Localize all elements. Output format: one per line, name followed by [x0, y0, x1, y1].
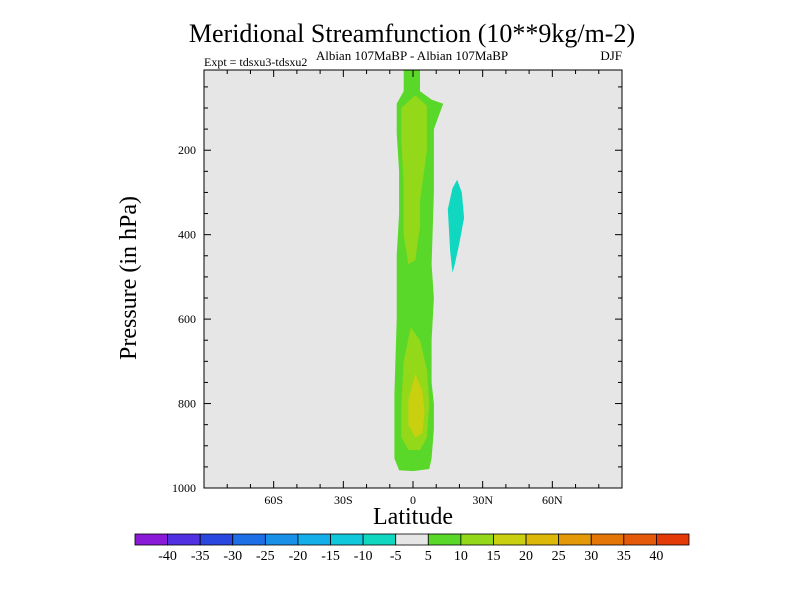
colorbar-label: -40	[158, 549, 177, 564]
colorbar-label: 35	[617, 549, 631, 564]
contour-region-negative-minus10-minus5	[447, 179, 465, 273]
y-axis-label: Pressure (in hPa)	[116, 196, 142, 360]
colorbar-label: -30	[223, 549, 242, 564]
chart-subtitle-right: DJF	[600, 48, 622, 63]
y-tick-label: 200	[178, 143, 196, 157]
colorbar-label: -20	[289, 549, 308, 564]
x-axis-label: Latitude	[373, 504, 453, 530]
chart-title: Meridional Streamfunction (10**9kg/m-2)	[189, 19, 635, 48]
colorbar-swatch	[330, 533, 364, 546]
colorbar-label: 5	[425, 549, 432, 564]
colorbar-label: 40	[649, 549, 663, 564]
colorbar-label: 20	[519, 549, 533, 564]
colorbar-swatch	[493, 533, 527, 546]
x-tick-label: 60S	[264, 493, 283, 507]
x-tick-label: 30S	[334, 493, 353, 507]
plot-area: 60S 30S 0 30N 60N 200 400 600 800 1000	[172, 69, 623, 507]
colorbar-label: -15	[321, 549, 340, 564]
chart-subtitle-left: Albian 107MaBP - Albian 107MaBP	[316, 48, 508, 63]
colorbar-swatch	[297, 533, 331, 546]
colorbar-label: -35	[191, 549, 210, 564]
x-tick-label: 60N	[542, 493, 563, 507]
contour-region-positive-15-20	[408, 374, 425, 438]
y-tick-label: 800	[178, 397, 196, 411]
colorbar-swatch	[134, 533, 168, 546]
colorbar-swatch	[623, 533, 657, 546]
colorbar-label: -5	[390, 549, 402, 564]
colorbar-swatch	[362, 533, 397, 546]
colorbar-swatch	[395, 533, 429, 546]
y-tick-label: 600	[178, 312, 196, 326]
colorbar-swatch	[167, 533, 201, 546]
colorbar-label: 15	[486, 549, 500, 564]
colorbar-label: 25	[552, 549, 566, 564]
colorbar-label: -10	[354, 549, 373, 564]
colorbar-swatch	[656, 533, 690, 546]
colorbar-swatch	[264, 533, 299, 546]
colorbar-label: 30	[584, 549, 598, 564]
colorbar-swatch	[199, 533, 234, 546]
x-tick-label: 30N	[472, 493, 493, 507]
contour-region-positive-10-15-upper	[401, 95, 427, 265]
colorbar-swatch	[525, 533, 560, 546]
y-tick-label: 400	[178, 228, 196, 242]
colorbar-swatch	[232, 533, 266, 546]
colorbar-swatch	[460, 533, 494, 546]
colorbar-swatch	[558, 533, 592, 546]
colorbar-label: 10	[454, 549, 468, 564]
colorbar: -40 -35 -30 -25 -20 -15 -10 -5 5 10 15 20 25 30 35 40	[134, 533, 690, 564]
contour-fills	[394, 70, 465, 472]
y-axis-ticks: 200 400 600 800 1000	[172, 86, 622, 495]
colorbar-label: -25	[256, 549, 275, 564]
colorbar-swatch	[427, 533, 462, 546]
y-tick-label: 1000	[172, 481, 196, 495]
x-axis-ticks: 60S 30S 0 30N 60N	[226, 70, 600, 507]
colorbar-swatch	[590, 533, 625, 546]
expt-label: Expt = tdsxu3-tdsxu2	[204, 55, 307, 69]
x-tick-label: 0	[410, 493, 416, 507]
